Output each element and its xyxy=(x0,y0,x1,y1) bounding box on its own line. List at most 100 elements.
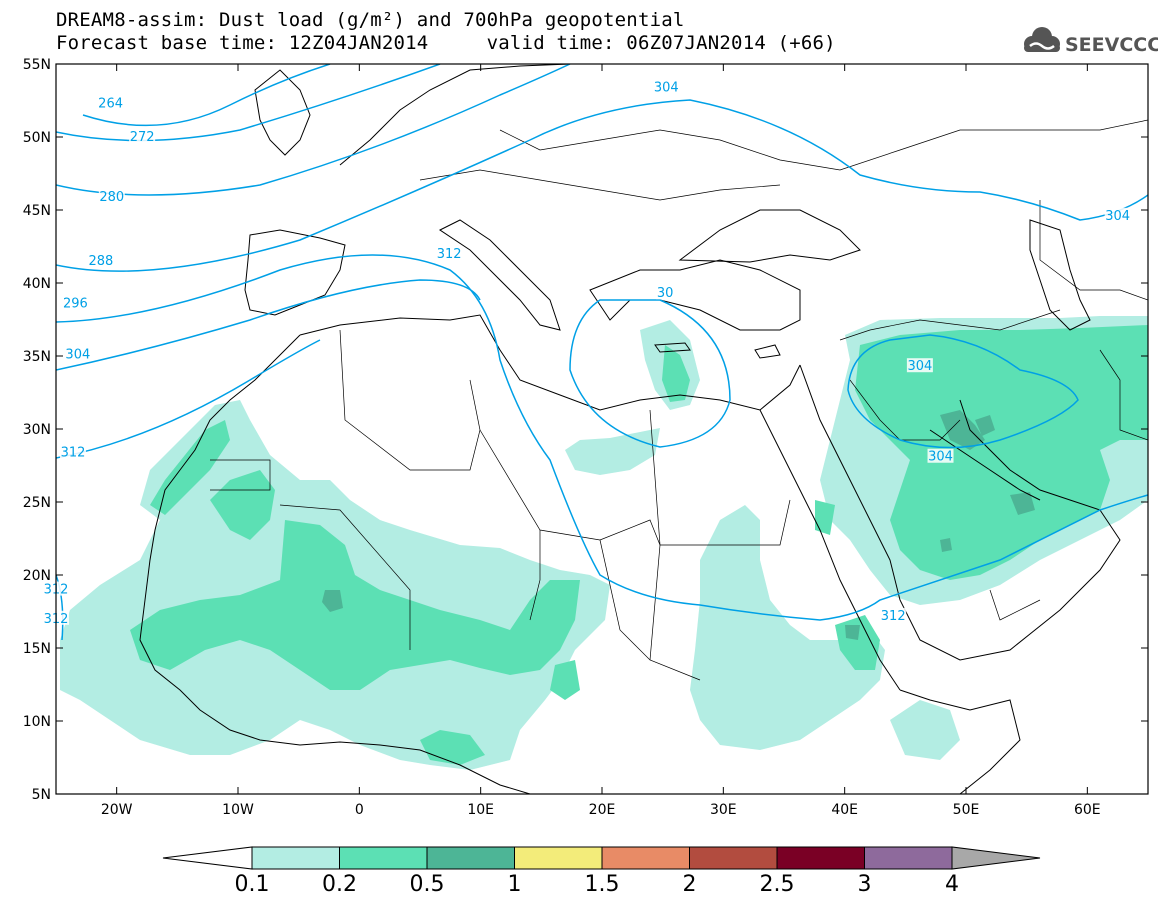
lat-label: 45N xyxy=(23,203,51,219)
colorbar-swatch xyxy=(776,846,865,870)
colorbar-level-label: 1.5 xyxy=(585,872,620,897)
contour-label-bg xyxy=(1104,207,1131,222)
contour-label: 272 xyxy=(130,130,155,145)
contour-label-bg xyxy=(656,285,675,300)
contour-label-bg xyxy=(880,607,907,622)
contour-280 xyxy=(56,64,571,196)
dust-peak-saudi xyxy=(940,538,952,552)
contour-label: 264 xyxy=(98,96,123,111)
contour-label-bg xyxy=(59,444,86,459)
contour-labels: 264 272 280 288 296 304 312 312 304 304 304 304 312 3… xyxy=(43,79,1131,627)
contour-312-west xyxy=(56,339,321,459)
seevccc-logo: SEEVCCC xyxy=(1018,24,1161,60)
coastline-italy xyxy=(439,219,561,331)
colorbar-level-label: 4 xyxy=(945,872,959,897)
contour-label: 304 xyxy=(65,348,90,363)
contour-label: 288 xyxy=(88,254,113,269)
lat-label: 20N xyxy=(23,568,51,584)
lon-label: 30E xyxy=(710,802,737,818)
contour-label: 304 xyxy=(928,450,953,465)
contour-label: 312 xyxy=(61,445,86,460)
dust-peak-mali xyxy=(322,590,343,612)
contour-label-bg xyxy=(98,188,125,203)
colorbar-swatch xyxy=(426,846,515,870)
coastline-caspian xyxy=(1029,219,1091,331)
colorbar-swatch xyxy=(514,846,603,870)
dust-core-crete xyxy=(662,345,690,402)
colorbar-level-label: 2.5 xyxy=(760,872,795,897)
contour-label: 304 xyxy=(907,359,932,374)
coastline-iberia xyxy=(244,229,346,316)
colorbar-swatch xyxy=(689,846,778,870)
colorbar-swatch xyxy=(864,846,953,870)
axis-ticks xyxy=(56,63,1148,795)
contour-label: 280 xyxy=(99,190,124,205)
colorbar-under-arrow xyxy=(162,846,253,870)
colorbar-level-label: 0.2 xyxy=(322,872,357,897)
dust-core-mauritania xyxy=(210,470,275,540)
contour-label-bg xyxy=(129,129,156,143)
colorbar-level-label: 3 xyxy=(858,872,872,897)
contour-gulf-loop xyxy=(847,334,1079,449)
lat-label: 15N xyxy=(23,641,51,657)
contour-264 xyxy=(82,64,331,127)
coastline-greece-turkey xyxy=(589,259,801,331)
colorbar-level-label: 2 xyxy=(683,872,697,897)
coastline-horn xyxy=(899,689,1021,794)
dust-peak-eritrea xyxy=(845,625,860,640)
lon-label: 60E xyxy=(1074,802,1101,818)
coastline-persian-gulf xyxy=(929,429,1041,501)
lon-label: 10W xyxy=(222,802,254,818)
coastline-arabia xyxy=(799,364,1121,661)
dust-area-libya xyxy=(565,428,660,475)
contour-label: 304 xyxy=(654,80,679,95)
map-title: DREAM8-assim: Dust load (g/m²) and 700hP… xyxy=(56,9,685,31)
lon-label: 10E xyxy=(467,802,494,818)
colorbar-level-label: 1 xyxy=(508,872,522,897)
coastline-crete xyxy=(654,342,691,353)
coastline-north-africa xyxy=(299,314,801,411)
dust-core-sahel xyxy=(130,520,580,690)
contour-label-bg xyxy=(653,79,680,94)
coastline-europe-north xyxy=(339,64,571,166)
colorbar-level-label: 0.5 xyxy=(410,872,445,897)
dust-core-chad xyxy=(550,660,580,700)
dust-core-morocco xyxy=(150,420,230,515)
lat-label: 30N xyxy=(23,422,51,438)
geopotential-contours xyxy=(56,64,1148,641)
contour-label: 312 xyxy=(437,247,462,262)
contour-label-bg xyxy=(64,346,91,361)
coastlines xyxy=(139,64,1121,794)
coastline-west-africa xyxy=(139,334,531,794)
coastline-black-sea xyxy=(678,209,861,263)
contour-272 xyxy=(56,64,441,142)
contour-label: 312 xyxy=(881,609,906,624)
colorbar-swatch xyxy=(251,846,340,870)
dust-peak-iraq xyxy=(940,410,985,450)
coastline-red-sea xyxy=(759,409,901,691)
lat-label: 50N xyxy=(23,130,51,146)
contour-label-bg xyxy=(927,448,954,463)
map-subtitle: Forecast base time: 12Z04JAN2014 valid t… xyxy=(56,32,836,54)
lat-label: 55N xyxy=(23,57,51,73)
country-borders xyxy=(210,119,1148,681)
dust-peak-kuwait xyxy=(975,415,995,436)
logo-text: SEEVCCC xyxy=(1065,34,1158,56)
lat-label: 25N xyxy=(23,495,51,511)
contour-aegean-loop xyxy=(569,299,731,448)
contour-304-west xyxy=(56,279,481,371)
lat-label: 10N xyxy=(23,714,51,730)
lon-label: 40E xyxy=(831,802,858,818)
dust-load-colorbar: 0.1 0.2 0.5 1 1.5 2 2.5 3 4 xyxy=(162,846,1041,897)
contour-label-bg xyxy=(906,358,933,373)
contour-label-bg xyxy=(62,295,89,310)
latitude-labels: 5N 10N 15N 20N 25N 30N 35N 40N 45N 50N 55N xyxy=(23,57,51,803)
longitude-labels: 20W 10W 0 10E 20E 30E 40E 50E 60E xyxy=(101,802,1101,818)
lon-label: 0 xyxy=(355,802,364,818)
contour-296 xyxy=(56,254,1148,621)
coastline-cyprus xyxy=(754,344,781,359)
contour-label: 30 xyxy=(657,286,674,301)
dust-core-sudan xyxy=(815,500,835,535)
contour-label-bg xyxy=(97,95,124,110)
